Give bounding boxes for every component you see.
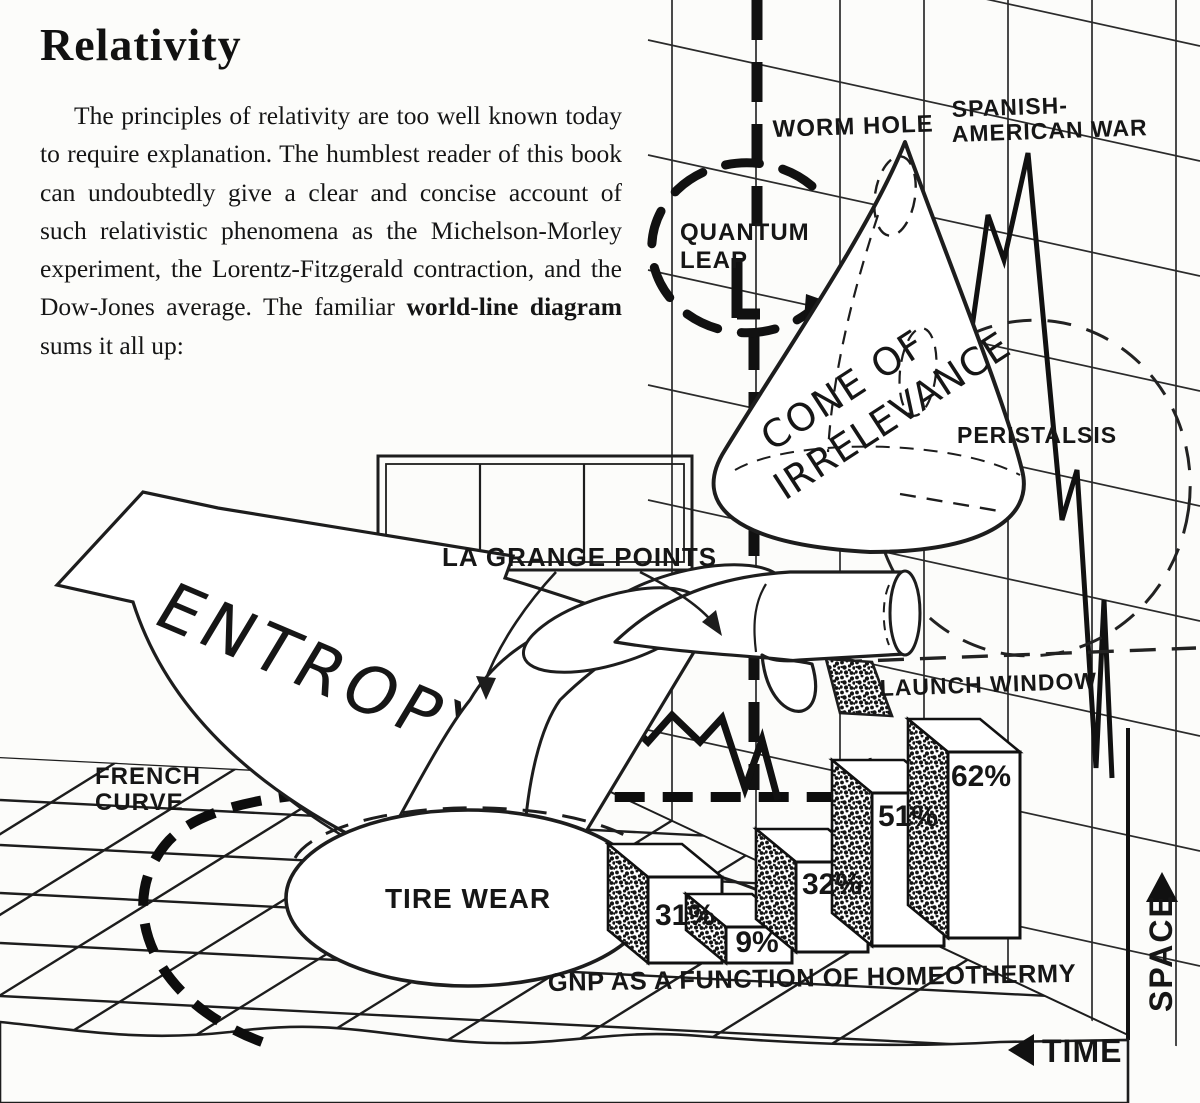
french-curve-label-2: CURVE [95,789,184,816]
gnp-bar-chart [604,716,1024,966]
bar-label-62: 62% [951,760,1011,793]
spanish-war-label-1: SPANISH- [951,92,1068,122]
space-axis: SPACE [1143,872,1179,1012]
la-grange-arrowhead-right-icon [702,610,722,636]
la-grange-points-label: LA GRANGE POINTS [442,542,717,572]
bar-label-31: 31% [655,899,715,932]
page-title: Relativity [40,19,242,70]
launch-window-dashed-line [835,646,1197,664]
time-axis-label: TIME [1042,1033,1122,1069]
bar-label-32: 32% [802,868,862,901]
french-curve-label-1: FRENCH [95,763,201,790]
paragraph-bold-term: world-line diagram [406,292,622,322]
bar-value-labels: 31% 9% 32% 51% 62% [655,760,1011,959]
article-text-block: Relativity The principles of relativity … [40,18,622,365]
space-axis-arrow-icon [1146,872,1178,902]
paragraph-post: sums it all up: [40,330,184,360]
floor-torn-edge [0,1020,1130,1103]
cone-of-irrelevance: CONE OF IRRELEVANCE [711,140,1026,554]
pointing-hand [613,569,922,718]
bar-label-9: 9% [735,926,778,959]
intro-paragraph: The principles of relativity are too wel… [40,97,622,365]
time-axis-arrow-icon [1008,1034,1034,1066]
worm-hole-mouth [873,155,917,237]
quantum-leap-label-2: LEAP [680,247,748,274]
bar-62 [904,716,1024,941]
tire-wear-label: TIRE WEAR [385,883,551,914]
spanish-war-label-2: AMERICAN WAR [951,114,1148,147]
gnp-caption: GNP AS A FUNCTION OF HOMEOTHERMY [548,960,1077,997]
la-grange-arrows [476,570,722,700]
bar-label-51: 51% [878,800,938,833]
quantum-leap-label-1: QUANTUM [680,219,810,246]
peristalsis-label: PERISTALSIS [957,422,1117,448]
time-axis: TIME [1008,1033,1122,1069]
paragraph-pre: The principles of relativity are too wel… [40,101,622,322]
space-axis-label: SPACE [1143,894,1179,1012]
cuff-cylinder-end [888,569,922,657]
launch-window-pane [824,657,894,718]
worm-hole-label: WORM HOLE [772,110,934,143]
tire-wear-dashed-arc [293,806,650,859]
la-grange-arrowhead-left-icon [476,676,496,700]
